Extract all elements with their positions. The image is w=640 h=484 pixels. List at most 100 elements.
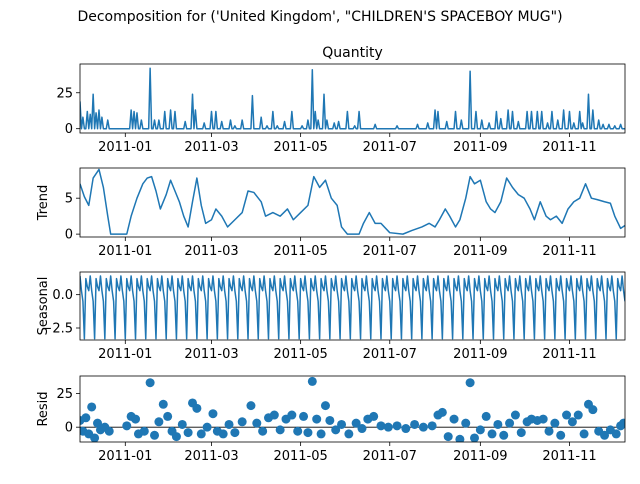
resid-point bbox=[481, 411, 491, 421]
decomposition-panels: 2011-01 2011-03 2011-05 2011-07 2011-09 2011-… bbox=[36, 45, 626, 464]
y-tick-label: 25 bbox=[56, 387, 73, 402]
x-tick-label: 2011-03 bbox=[184, 244, 238, 259]
resid-point bbox=[293, 426, 303, 436]
resid-point bbox=[600, 430, 610, 440]
resid-point bbox=[475, 425, 485, 435]
resid-point bbox=[538, 414, 548, 424]
y-tick-label: 25 bbox=[56, 86, 73, 101]
resid-point bbox=[202, 422, 212, 432]
y-tick-label: 0 bbox=[65, 228, 73, 243]
resid-point bbox=[418, 422, 428, 432]
resid-point bbox=[154, 417, 164, 427]
resid-point bbox=[303, 428, 313, 438]
x-tick-label: 2011-11 bbox=[542, 244, 596, 259]
resid-y-axis-label: Resid bbox=[36, 391, 51, 426]
x-tick-label: 2011-03 bbox=[184, 449, 238, 464]
resid-point bbox=[619, 418, 625, 428]
resid-point bbox=[470, 433, 479, 442]
y-tick-label: −2.5 bbox=[41, 322, 73, 337]
x-tick-label: 2011-01 bbox=[98, 347, 152, 362]
trend-axes-frame bbox=[79, 167, 626, 238]
trend-series-line bbox=[80, 168, 625, 235]
resid-point bbox=[562, 410, 572, 420]
x-tick-label: 2011-07 bbox=[363, 244, 417, 259]
resid-axes-frame bbox=[79, 375, 626, 443]
resid-point bbox=[337, 419, 347, 429]
resid-point bbox=[573, 410, 583, 420]
x-tick-label: 2011-05 bbox=[273, 244, 327, 259]
resid-point bbox=[224, 419, 234, 429]
resid-point bbox=[312, 414, 322, 424]
resid-point bbox=[505, 418, 515, 428]
resid-point bbox=[376, 421, 386, 431]
x-tick-label: 2011-05 bbox=[273, 347, 327, 362]
x-tick-label: 2011-01 bbox=[98, 140, 152, 155]
observed-panel: 2011-01 2011-03 2011-05 2011-07 2011-09 2011-… bbox=[56, 45, 626, 155]
resid-point bbox=[449, 414, 459, 424]
resid-point bbox=[230, 428, 240, 438]
resid-point bbox=[437, 407, 447, 417]
resid-point bbox=[325, 415, 335, 425]
resid-point bbox=[556, 430, 566, 440]
resid-point bbox=[93, 418, 103, 428]
x-tick-label: 2011-03 bbox=[184, 347, 238, 362]
resid-point bbox=[369, 411, 379, 421]
resid-point bbox=[320, 401, 330, 411]
resid-point bbox=[611, 429, 621, 439]
x-tick-label: 2011-09 bbox=[453, 347, 507, 362]
resid-point bbox=[455, 434, 465, 442]
x-tick-label: 2011-11 bbox=[542, 449, 596, 464]
resid-point bbox=[427, 421, 437, 431]
trend-plot-area bbox=[80, 168, 625, 235]
seasonal-axes-frame bbox=[79, 271, 626, 341]
x-tick-label: 2011-01 bbox=[98, 449, 152, 464]
x-tick-label: 2011-11 bbox=[542, 347, 596, 362]
y-tick-label: 0.0 bbox=[52, 288, 73, 303]
resid-point bbox=[145, 378, 155, 388]
resid-point bbox=[307, 376, 317, 386]
trend-panel: 2011-01 2011-03 2011-05 2011-07 2011-09 2011-… bbox=[36, 167, 626, 259]
resid-point bbox=[579, 429, 589, 439]
resid-point bbox=[269, 410, 279, 420]
resid-point bbox=[516, 428, 526, 438]
resid-point bbox=[287, 410, 297, 420]
resid-point bbox=[344, 429, 354, 439]
x-tick-label: 2011-03 bbox=[184, 140, 238, 155]
seasonal-panel: 2011-01 2011-03 2011-05 2011-07 2011-09 2011-… bbox=[36, 271, 626, 362]
resid-point bbox=[588, 405, 598, 415]
resid-point bbox=[499, 430, 509, 440]
resid-point bbox=[158, 399, 168, 409]
resid-point bbox=[331, 425, 341, 435]
resid-point bbox=[401, 424, 411, 434]
resid-point bbox=[383, 422, 393, 432]
resid-point bbox=[122, 421, 132, 431]
resid-point bbox=[351, 418, 361, 428]
observed-plot-area bbox=[80, 67, 625, 130]
resid-point bbox=[208, 409, 218, 419]
x-tick-label: 2011-05 bbox=[273, 140, 327, 155]
seasonal-plot-area bbox=[80, 275, 625, 340]
resid-point bbox=[90, 433, 100, 442]
x-tick-label: 2011-07 bbox=[363, 449, 417, 464]
resid-point bbox=[392, 421, 402, 431]
x-tick-label: 2011-09 bbox=[453, 140, 507, 155]
resid-point bbox=[493, 419, 503, 429]
resid-point bbox=[246, 401, 256, 411]
resid-point bbox=[275, 425, 285, 435]
resid-point bbox=[550, 418, 560, 428]
resid-point bbox=[510, 410, 520, 420]
resid-point bbox=[258, 426, 268, 436]
resid-point bbox=[461, 418, 471, 428]
x-tick-label: 2011-11 bbox=[542, 140, 596, 155]
observed-axes-frame bbox=[79, 63, 626, 134]
resid-point bbox=[192, 403, 202, 413]
resid-point bbox=[410, 419, 420, 429]
resid-point bbox=[487, 429, 497, 439]
seasonal-series-line bbox=[80, 275, 625, 340]
y-tick-label: 5 bbox=[65, 192, 73, 207]
resid-point bbox=[150, 430, 160, 440]
figure-suptitle: Decomposition for ('United Kingdom', "CH… bbox=[77, 9, 562, 25]
resid-point bbox=[567, 417, 577, 427]
x-tick-label: 2011-09 bbox=[453, 449, 507, 464]
